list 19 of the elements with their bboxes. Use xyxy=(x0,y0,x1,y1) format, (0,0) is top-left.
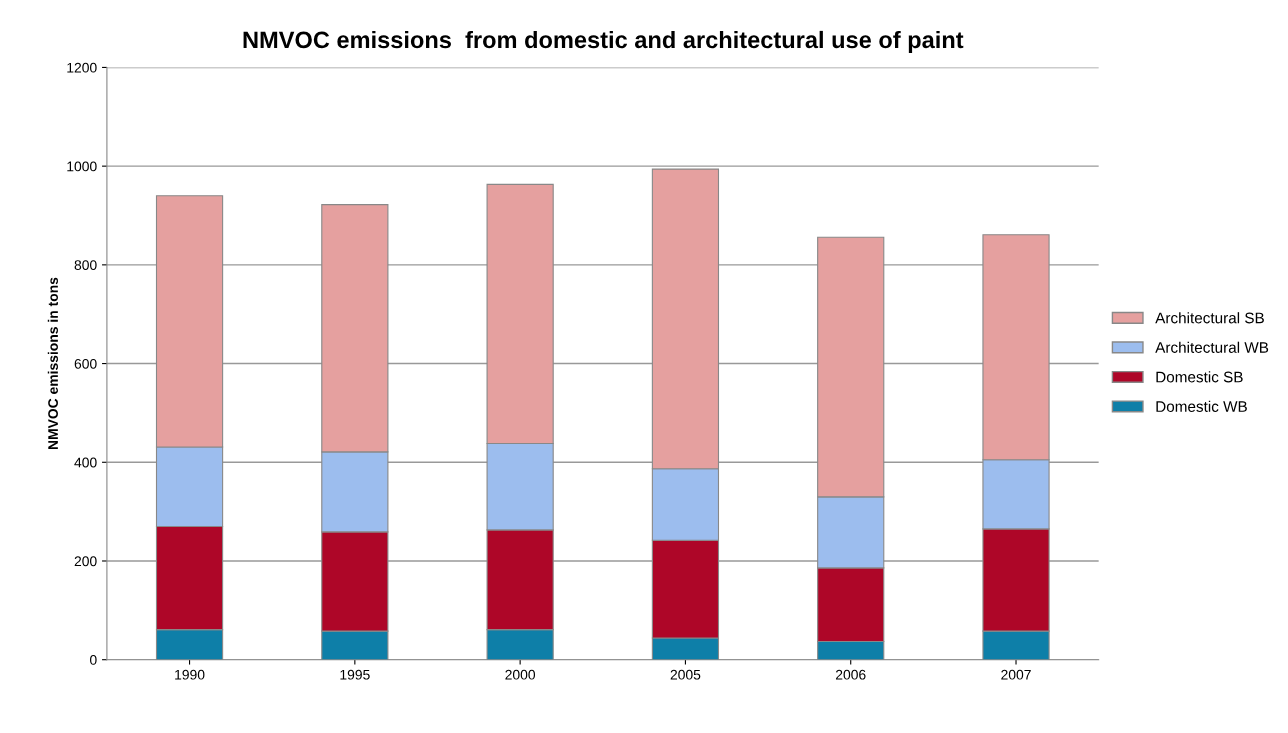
x-tick-label: 2006 xyxy=(835,669,866,680)
y-tick-label: 800 xyxy=(74,260,97,271)
y-tick-label: 600 xyxy=(74,358,97,369)
legend-label: Domestic SB xyxy=(1156,371,1243,383)
x-tick-label: 2007 xyxy=(1001,669,1031,680)
y-tick-label: 200 xyxy=(74,556,97,567)
x-tick-label: 2000 xyxy=(505,669,536,680)
chart-title: NMVOC emissions from domestic and architectural use of paint xyxy=(243,30,964,53)
x-tick-label: 1990 xyxy=(175,669,205,680)
y-tick-label: 1200 xyxy=(67,62,97,73)
legend-label: Architectural SB xyxy=(1155,312,1264,324)
y-tick-label: 400 xyxy=(74,457,97,468)
y-tick-label: 0 xyxy=(90,655,97,665)
legend-label: Architectural WB xyxy=(1155,341,1269,353)
x-tick-label: 1995 xyxy=(340,669,370,680)
legend-label: Domestic WB xyxy=(1156,400,1247,412)
y-axis-title: NMVOC emissions in tons xyxy=(47,277,58,450)
x-tick-label: 2005 xyxy=(670,669,701,680)
y-tick-label: 1000 xyxy=(67,161,97,172)
